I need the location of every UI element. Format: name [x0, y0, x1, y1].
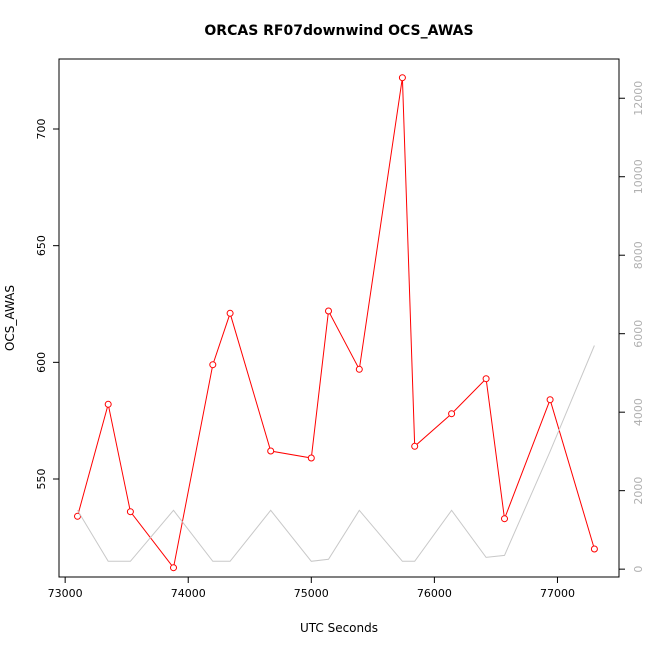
data-point	[209, 361, 217, 369]
y-tick-label: 650	[35, 235, 48, 256]
y-tick-label: 600	[35, 352, 48, 373]
data-point	[307, 454, 315, 462]
y2-tick-label: 0	[632, 566, 645, 573]
chart-marks: 73000 74000 75000 76000 77000 550 600 650 700 0 20…	[35, 74, 645, 600]
data-point	[398, 74, 406, 82]
x-tick-label: 73000	[48, 587, 83, 600]
data-point	[74, 512, 81, 520]
data-point	[267, 447, 275, 455]
x-tick-label: 76000	[417, 587, 452, 600]
y-tick-label: 550	[35, 469, 48, 490]
data-point	[482, 375, 490, 383]
data-point	[355, 365, 363, 373]
data-point	[226, 309, 234, 317]
y2-tick-label: 8000	[632, 241, 645, 269]
data-point	[590, 545, 598, 553]
y-tick-label: 700	[35, 119, 48, 140]
y2-tick-label: 2000	[632, 477, 645, 505]
data-point	[126, 508, 134, 516]
x-tick-label: 75000	[294, 587, 329, 600]
data-point	[411, 442, 419, 450]
data-point	[448, 410, 456, 418]
y2-tick-label: 10000	[632, 159, 645, 194]
data-point	[546, 396, 554, 404]
data-point	[325, 307, 332, 315]
y2-tick-label: 6000	[632, 320, 645, 348]
secondary-series-line	[77, 345, 595, 562]
data-point	[104, 400, 112, 408]
y-axis-label: OCS_AWAS	[3, 285, 17, 351]
chart-title: ORCAS RF07downwind OCS_AWAS	[204, 23, 473, 39]
data-point	[170, 564, 177, 572]
y2-tick-label: 12000	[632, 81, 645, 116]
x-tick-label: 77000	[540, 587, 575, 600]
x-axis-label: UTC Seconds	[300, 621, 378, 635]
data-point	[501, 515, 508, 523]
y2-tick-label: 4000	[632, 398, 645, 426]
x-tick-label: 74000	[171, 587, 206, 600]
plot-frame	[58, 58, 620, 578]
primary-series-line	[77, 77, 595, 569]
